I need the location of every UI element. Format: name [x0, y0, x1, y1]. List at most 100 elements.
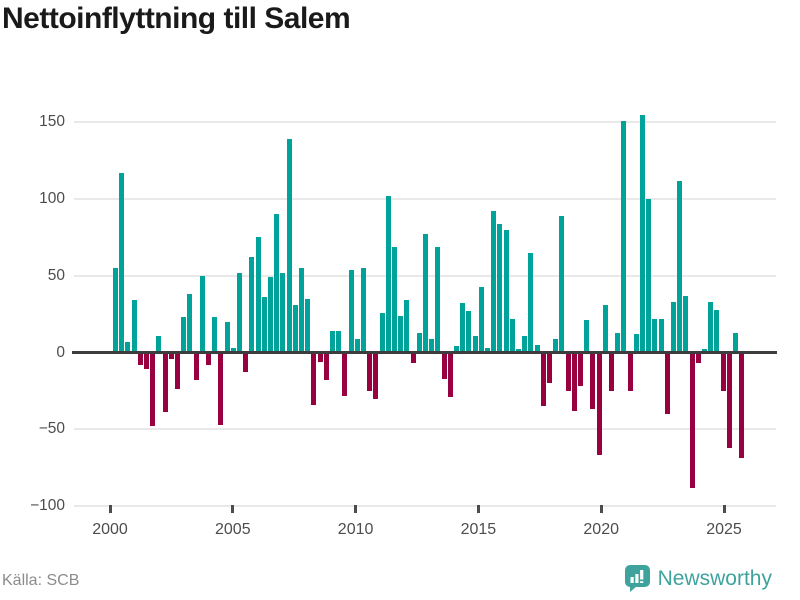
x-tick-label: 2025: [706, 521, 742, 538]
x-tick-mark: [108, 505, 112, 513]
bar: [652, 318, 658, 353]
bar: [398, 315, 404, 353]
bar: [429, 338, 435, 353]
y-tick-label: −50: [38, 420, 65, 438]
bar: [261, 297, 267, 353]
bar: [330, 331, 335, 353]
bar: [156, 335, 162, 353]
bar: [354, 338, 360, 353]
chart-title: Nettoinflyttning till Salem: [2, 2, 351, 35]
bar: [534, 344, 540, 353]
y-tick-label: 50: [47, 266, 65, 284]
bar: [522, 335, 528, 353]
x-tick-label: 2015: [460, 521, 497, 538]
bar: [596, 352, 602, 456]
bar: [528, 252, 534, 353]
bar: [230, 347, 236, 353]
bar: [249, 257, 255, 353]
bar: [726, 352, 732, 448]
bar: [733, 332, 738, 353]
bar: [553, 338, 559, 353]
bar: [342, 352, 348, 396]
bar: [590, 352, 596, 410]
bar: [702, 349, 707, 353]
y-tick-label: −100: [30, 496, 65, 514]
gridline: [74, 121, 776, 124]
bar: [150, 352, 156, 427]
bar: [602, 304, 608, 353]
gridline: [74, 198, 776, 201]
bar: [410, 352, 416, 364]
bar: [144, 352, 149, 370]
bar: [559, 216, 565, 353]
bar: [695, 352, 701, 364]
bar: [627, 352, 633, 391]
x-tick-mark: [231, 505, 235, 513]
bar: [447, 352, 453, 397]
bar: [423, 234, 428, 353]
bar: [385, 196, 391, 353]
bar: [162, 352, 168, 413]
bar: [509, 318, 515, 353]
bar: [714, 309, 720, 353]
x-tick-mark: [599, 505, 603, 513]
bar: [224, 321, 230, 353]
bar: [671, 301, 676, 353]
newsworthy-icon: [624, 565, 651, 592]
bar: [280, 272, 286, 353]
bar: [516, 349, 521, 353]
bar: [137, 352, 143, 365]
bar: [404, 300, 410, 353]
bar: [392, 246, 397, 353]
bar: [540, 352, 546, 407]
bar: [323, 352, 329, 381]
bar: [609, 352, 614, 391]
x-tick-label: 2010: [337, 521, 374, 538]
bar: [292, 304, 298, 353]
x-tick-mark: [354, 505, 358, 513]
bar: [435, 246, 441, 353]
bar: [175, 352, 180, 390]
bar: [218, 352, 224, 425]
bar: [299, 268, 304, 353]
source-label: Källa: SCB: [2, 572, 80, 589]
bar: [317, 352, 323, 362]
bar: [460, 303, 466, 353]
bar: [373, 352, 379, 399]
bar: [311, 352, 317, 405]
bar: [113, 268, 118, 353]
zero-line: [72, 351, 777, 354]
x-tick-label: 2005: [215, 521, 251, 538]
y-tick-label: 150: [39, 113, 65, 131]
bar: [255, 237, 261, 353]
bar: [646, 199, 652, 353]
bar: [565, 352, 571, 391]
bar: [416, 332, 422, 353]
bar: [503, 229, 509, 353]
bar: [658, 318, 664, 353]
bar: [547, 352, 552, 384]
bar: [237, 272, 242, 353]
bar: [361, 268, 366, 353]
bar: [206, 352, 211, 365]
bar: [119, 173, 125, 353]
bar: [379, 312, 385, 353]
bar: [199, 275, 205, 353]
bar: [367, 352, 373, 391]
x-tick-label: 2000: [92, 521, 128, 538]
bar: [286, 139, 292, 353]
bar: [491, 211, 497, 353]
bar: [497, 223, 503, 353]
bar: [268, 277, 273, 353]
bar: [578, 352, 583, 387]
bar: [131, 300, 137, 353]
bar: [243, 352, 249, 373]
x-tick-mark: [722, 505, 726, 513]
bar: [441, 352, 447, 379]
bar: [664, 352, 670, 414]
bar: [720, 352, 726, 391]
x-tick-mark: [476, 505, 480, 513]
newsworthy-logo: Newsworthy: [624, 565, 772, 592]
bar: [485, 347, 490, 353]
